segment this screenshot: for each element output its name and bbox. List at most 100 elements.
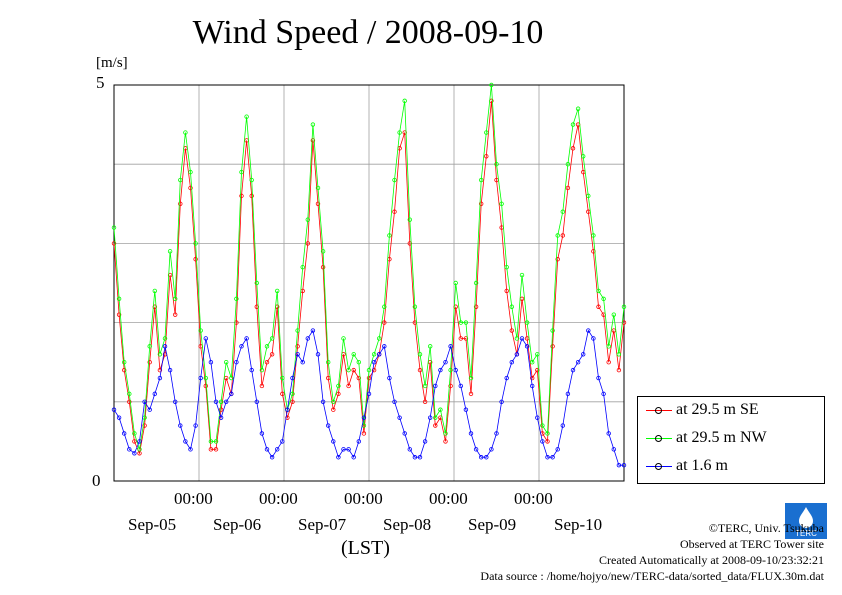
x-tick-date: Sep-09 [468, 515, 517, 534]
data-point [479, 201, 484, 206]
data-point [530, 375, 535, 381]
data-point [310, 138, 316, 143]
data-point [453, 280, 458, 286]
data-point [121, 360, 127, 365]
data-point [244, 114, 249, 119]
data-point [428, 344, 433, 349]
data-point [275, 288, 280, 294]
data-point [412, 304, 418, 309]
data-point [137, 439, 142, 444]
data-point [387, 233, 392, 238]
data-point [545, 455, 550, 460]
data-point [499, 201, 504, 206]
data-point [402, 98, 407, 104]
data-point [167, 272, 173, 278]
data-point [203, 383, 208, 389]
data-point [111, 241, 117, 246]
data-point [524, 320, 530, 325]
data-point [596, 288, 601, 294]
data-point [422, 439, 428, 444]
data-point [290, 375, 295, 381]
data-point [336, 383, 341, 389]
data-point [193, 423, 198, 428]
data-point [591, 336, 596, 341]
data-point [473, 447, 479, 452]
data-point [616, 462, 622, 468]
data-point [519, 336, 525, 341]
data-point [448, 367, 453, 373]
x-tick-date: Sep-06 [213, 515, 262, 534]
data-point [377, 336, 382, 341]
data-point [555, 447, 560, 452]
data-point [484, 154, 489, 159]
data-point [152, 288, 157, 294]
data-point [560, 423, 565, 428]
data-point [336, 391, 341, 397]
legend-label-1-6m: at 1.6 m [676, 457, 728, 474]
y-tick-max: 5 [96, 73, 105, 92]
data-point [458, 320, 463, 325]
data-point [438, 367, 443, 373]
legend-marker-nw [646, 432, 672, 444]
data-point [310, 122, 316, 127]
data-point [254, 399, 259, 404]
data-point [540, 439, 545, 444]
data-point [443, 360, 448, 365]
data-point [519, 272, 525, 278]
created-text: Created Automatically at 2008-09-10/23:3… [599, 553, 824, 567]
data-point [346, 447, 351, 452]
data-point [479, 455, 484, 460]
data-point [392, 177, 397, 183]
x-tick-date: Sep-05 [128, 515, 177, 534]
data-point [147, 407, 152, 412]
data-point [448, 344, 453, 349]
data-point [382, 304, 387, 309]
x-tick-date: Sep-07 [298, 515, 347, 534]
data-point [331, 407, 336, 412]
data-point [575, 106, 581, 111]
data-point [320, 249, 326, 254]
x-tick-time: 00:00 [259, 489, 298, 508]
observed-text: Observed at TERC Tower site [679, 537, 824, 551]
data-point [387, 375, 392, 381]
data-point [371, 367, 377, 373]
data-point [570, 122, 576, 127]
data-point [514, 336, 520, 341]
data-point [305, 241, 310, 246]
data-point [111, 407, 117, 412]
data-point [132, 439, 137, 444]
data-point [213, 447, 219, 452]
data-point [305, 217, 310, 222]
data-point [269, 352, 275, 357]
data-point [249, 193, 254, 199]
data-point [392, 399, 397, 404]
data-point [433, 415, 438, 420]
data-point [581, 352, 586, 357]
data-point [178, 423, 183, 428]
data-point [111, 225, 117, 230]
data-point [463, 407, 469, 412]
series-2 [111, 328, 627, 468]
data-point [586, 193, 591, 199]
data-point [147, 344, 152, 349]
series-line [113, 100, 625, 455]
data-point [361, 415, 367, 420]
data-point [473, 280, 479, 286]
data-point [259, 431, 265, 436]
data-point [371, 352, 377, 357]
data-point [132, 451, 137, 456]
x-tick-time: 00:00 [429, 489, 468, 508]
y-tick-min: 0 [92, 471, 101, 490]
data-point [172, 399, 178, 404]
data-point [443, 439, 448, 444]
data-point [167, 367, 173, 373]
data-point [178, 177, 183, 183]
data-point [382, 344, 387, 349]
data-point [509, 360, 514, 365]
data-point [468, 431, 474, 436]
data-point [264, 360, 270, 365]
legend-item-se: at 29.5 m SE [646, 401, 759, 421]
series-layer [111, 82, 627, 468]
data-point [188, 447, 193, 452]
